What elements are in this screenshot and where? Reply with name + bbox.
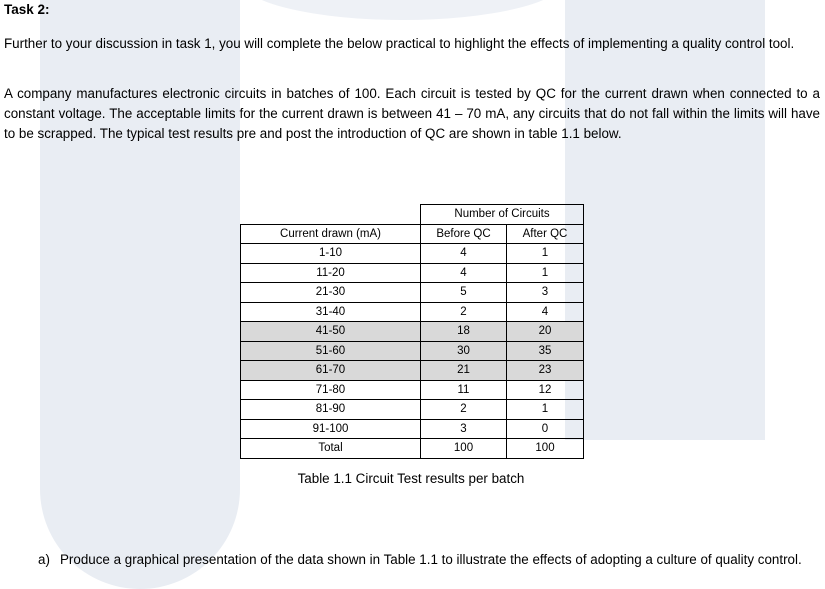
table-row: 21-30 5 3 — [240, 282, 584, 303]
table-row: 11-20 4 1 — [240, 262, 584, 283]
table-row: 81-90 2 1 — [240, 399, 584, 420]
cell-after: 12 — [506, 379, 584, 400]
cell-after: 3 — [506, 282, 584, 303]
cell-before: 2 — [420, 301, 507, 322]
cell-current: 61-70 — [240, 360, 421, 381]
cell-after: 23 — [506, 360, 584, 381]
header-row: Current drawn (mA) Before QC After QC — [240, 223, 584, 244]
cell-before: 5 — [420, 282, 507, 303]
circuit-test-table: Number of Circuits Current drawn (mA) Be… — [240, 204, 584, 459]
cell-before: 3 — [420, 418, 507, 439]
watermark-left-band — [40, 0, 240, 589]
watermark-right-band — [565, 0, 765, 440]
question-a: a) Produce a graphical presentation of t… — [38, 549, 820, 570]
cell-current: 1-10 — [240, 243, 421, 264]
cell-after: 100 — [506, 438, 584, 459]
cell-current: 71-80 — [240, 379, 421, 400]
cell-after: 1 — [506, 243, 584, 264]
table-row: 91-100 3 0 — [240, 418, 584, 439]
group-header-row: Number of Circuits — [241, 204, 584, 225]
cell-after: 0 — [506, 418, 584, 439]
table-row: 41-50 18 20 — [240, 321, 584, 342]
table-caption: Table 1.1 Circuit Test results per batch — [297, 471, 525, 486]
question-text: Produce a graphical presentation of the … — [60, 552, 802, 567]
cell-before: 11 — [420, 379, 507, 400]
header-after: After QC — [506, 223, 584, 244]
cell-before: 4 — [420, 262, 507, 283]
table-row: 51-60 30 35 — [240, 340, 584, 361]
table-row: 71-80 11 12 — [240, 379, 584, 400]
task-title: Task 2: — [4, 2, 50, 17]
cell-current: 11-20 — [240, 262, 421, 283]
cell-before: 21 — [420, 360, 507, 381]
cell-current: 31-40 — [240, 301, 421, 322]
cell-after: 1 — [506, 262, 584, 283]
cell-current: 51-60 — [240, 340, 421, 361]
cell-before: 18 — [420, 321, 507, 342]
cell-after: 35 — [506, 340, 584, 361]
cell-before: 2 — [420, 399, 507, 420]
table-row: 1-10 4 1 — [240, 243, 584, 264]
table-row: 31-40 2 4 — [240, 301, 584, 322]
question-label: a) — [38, 552, 50, 567]
header-before: Before QC — [420, 223, 507, 244]
group-header: Number of Circuits — [420, 204, 584, 225]
cell-current: Total — [240, 438, 421, 459]
context-paragraph: A company manufactures electronic circui… — [4, 86, 820, 141]
intro-paragraph: Further to your discussion in task 1, yo… — [4, 36, 795, 51]
cell-before: 30 — [420, 340, 507, 361]
cell-before: 100 — [420, 438, 507, 459]
cell-current: 91-100 — [240, 418, 421, 439]
cell-current: 41-50 — [240, 321, 421, 342]
table-row: Total 100 100 — [240, 438, 584, 459]
cell-before: 4 — [420, 243, 507, 264]
cell-current: 21-30 — [240, 282, 421, 303]
table-row: 61-70 21 23 — [240, 360, 584, 381]
cell-after: 4 — [506, 301, 584, 322]
cell-after: 1 — [506, 399, 584, 420]
cell-after: 20 — [506, 321, 584, 342]
header-current: Current drawn (mA) — [240, 223, 421, 244]
cell-current: 81-90 — [240, 399, 421, 420]
